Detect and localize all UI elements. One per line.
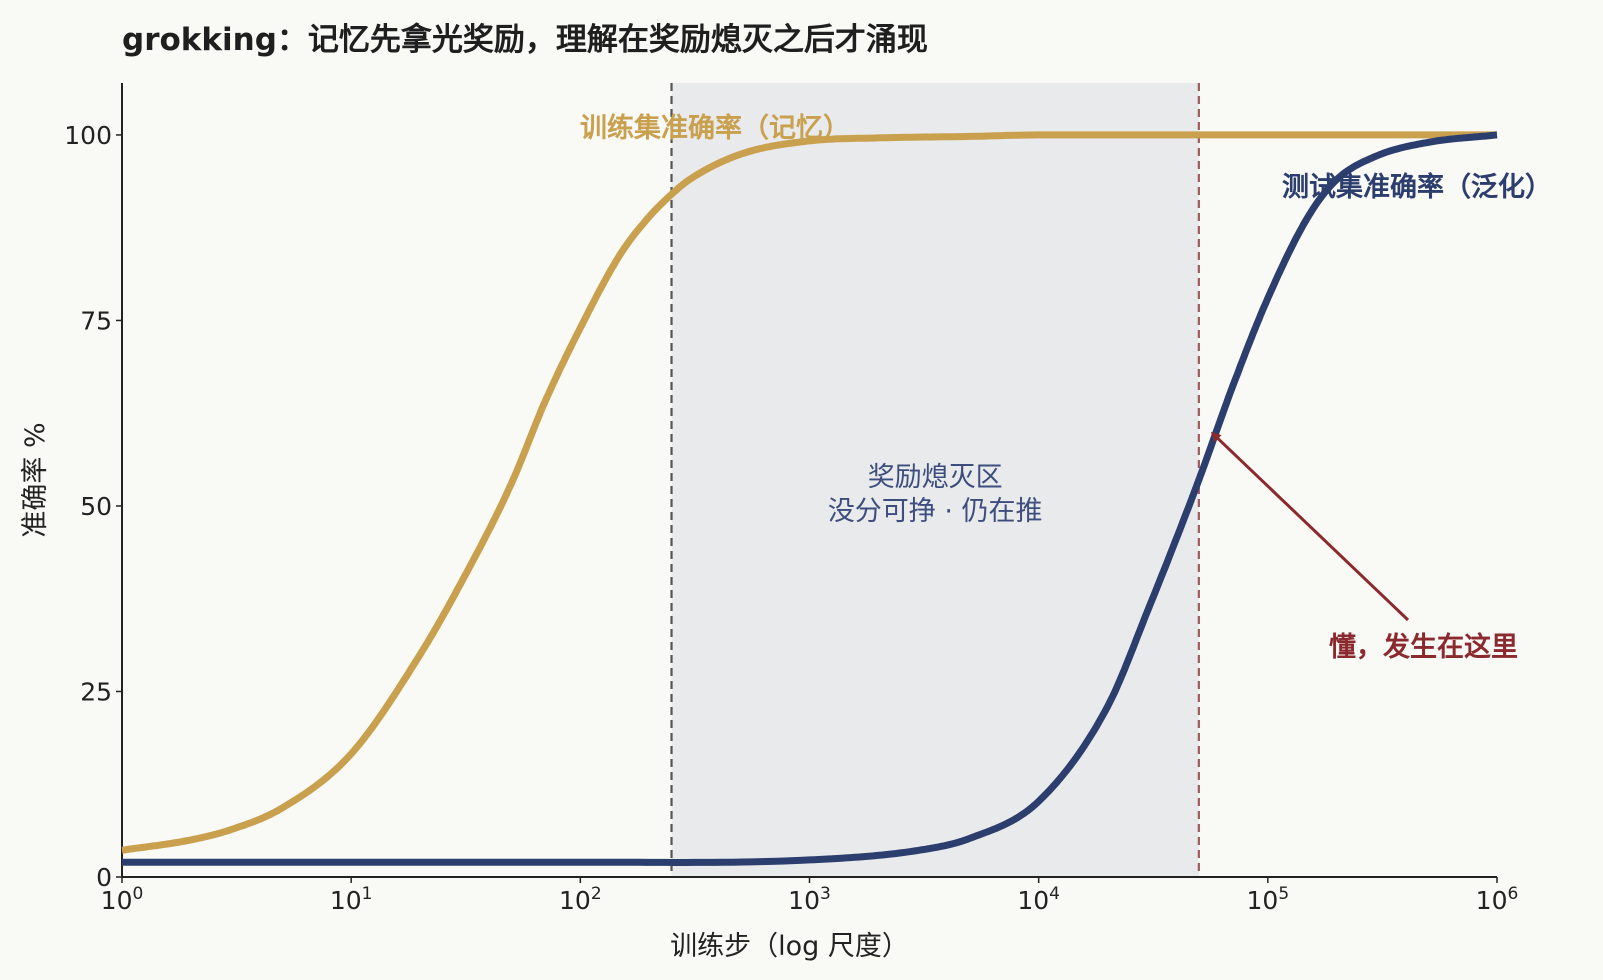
series-line-1: [122, 131, 1498, 866]
x-tick-label-0: 100: [101, 884, 144, 915]
y-tick-label-0: 0: [96, 863, 112, 892]
y-tick-label-100: 100: [64, 121, 112, 150]
annotation-label: 懂，发生在这里: [1329, 631, 1518, 663]
shaded-region: [671, 83, 1199, 877]
chart-title: grokking：记忆先拿光奖励，理解在奖励熄灭之后才涌现: [122, 22, 928, 58]
x-axis-label: 训练步（log 尺度）: [670, 931, 909, 962]
series-line-0: [121, 131, 1497, 854]
shaded-region-label-line2: 没分可挣 · 仍在推: [828, 496, 1043, 527]
series-label-1: 测试集准确率（泛化）: [1282, 171, 1552, 203]
series-label-0: 训练集准确率（记忆）: [580, 112, 850, 144]
x-tick-label-2: 102: [559, 884, 602, 915]
x-tick-label-3: 103: [788, 884, 831, 915]
annotation-arrow: [1210, 431, 1410, 622]
y-tick-label-25: 25: [80, 677, 112, 706]
x-tick-label-6: 106: [1476, 884, 1519, 915]
x-tick-label-4: 104: [1017, 884, 1060, 915]
y-tick-label-75: 75: [80, 306, 112, 335]
y-tick-label-50: 50: [80, 492, 112, 521]
x-tick-label-5: 105: [1247, 884, 1290, 915]
y-axis-label: 准确率 %: [20, 422, 51, 537]
shaded-region-label-line1: 奖励熄灭区: [868, 462, 1003, 493]
x-tick-label-1: 101: [330, 884, 373, 915]
